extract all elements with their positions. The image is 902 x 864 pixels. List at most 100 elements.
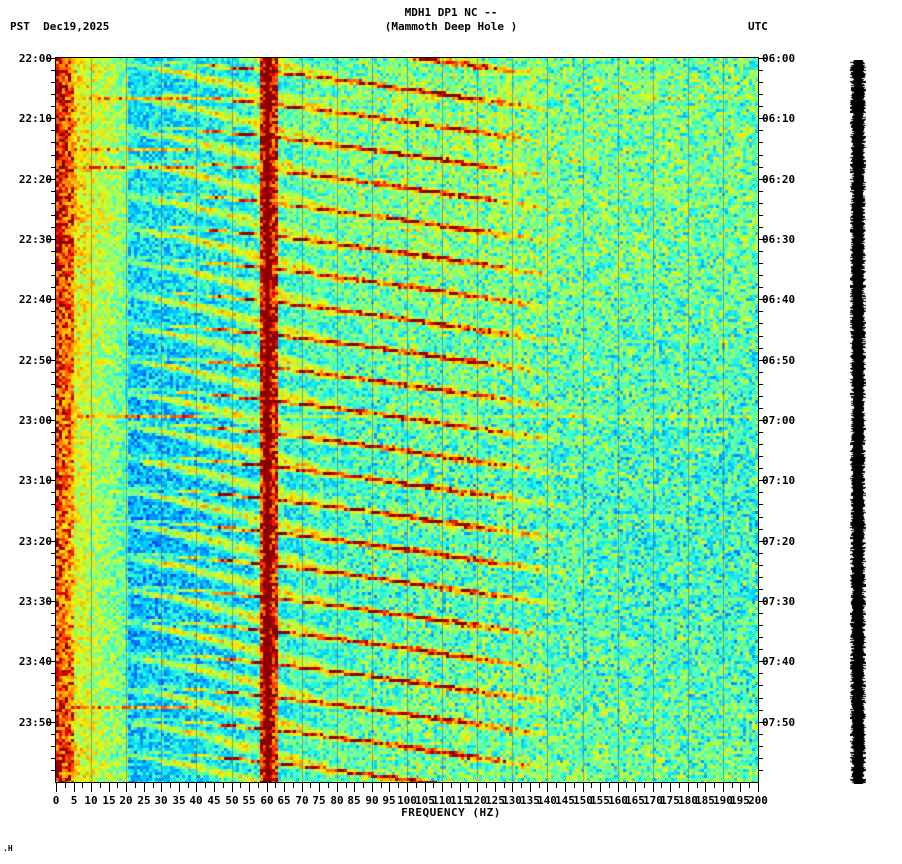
spectrogram-plot-area <box>56 58 758 782</box>
x-axis-major-tick <box>723 783 724 792</box>
y-axis-major-tick <box>758 540 767 542</box>
x-axis-minor-tick <box>346 783 347 788</box>
x-axis-minor-tick <box>749 783 750 788</box>
x-axis-tick-label: 20 <box>119 794 133 807</box>
y-axis-major-tick <box>758 239 767 240</box>
y-axis-left-tick-label: 22:00 <box>18 52 52 65</box>
y-axis-minor-tick <box>758 565 763 566</box>
y-axis-right-tick-label: 06:00 <box>762 52 796 65</box>
x-axis-minor-tick <box>328 783 329 788</box>
x-axis-major-tick <box>214 783 215 792</box>
x-axis-minor-tick <box>82 783 83 788</box>
y-axis-left-tick-label: 22:50 <box>18 353 52 367</box>
y-axis-minor-tick <box>758 517 763 518</box>
y-axis-major-tick <box>47 540 56 542</box>
y-axis-left-tick-label: 23:00 <box>18 414 52 427</box>
x-axis-major-tick <box>196 783 197 792</box>
y-axis-minor-tick <box>758 432 763 433</box>
y-axis-minor-tick <box>758 625 763 626</box>
x-axis-major-tick <box>670 783 671 792</box>
y-axis-minor-tick <box>758 698 763 699</box>
x-axis-major-tick <box>705 783 706 792</box>
x-axis-major-tick <box>319 783 320 792</box>
page-title-location: (Mammoth Deep Hole ) <box>384 20 518 33</box>
y-axis-minor-tick <box>758 336 763 337</box>
y-axis-minor-tick <box>51 70 56 71</box>
y-axis-minor-tick <box>758 746 763 747</box>
y-axis-minor-tick <box>758 504 763 505</box>
x-axis-minor-tick <box>188 783 189 788</box>
x-axis-top-line <box>55 57 759 58</box>
y-axis-right-tick-label: 06:30 <box>762 233 796 246</box>
x-axis-tick-label: 110 <box>432 794 452 807</box>
x-axis-minor-tick <box>609 783 610 788</box>
x-axis-tick-label: 165 <box>625 794 645 807</box>
y-axis-minor-tick <box>51 311 56 312</box>
x-axis-major-tick <box>530 783 531 792</box>
y-axis-minor-tick <box>758 408 763 409</box>
y-axis-minor-tick <box>758 94 763 95</box>
y-axis-minor-tick <box>51 734 56 735</box>
y-axis-minor-tick <box>758 167 763 168</box>
y-axis-major-tick <box>47 239 56 240</box>
x-axis-tick-label: 100 <box>397 794 417 807</box>
y-axis-minor-tick <box>758 553 763 554</box>
x-axis-minor-tick <box>679 783 680 788</box>
y-axis-major-tick <box>47 480 56 482</box>
x-axis-tick-label: 30 <box>154 794 168 807</box>
y-axis-minor-tick <box>51 468 56 469</box>
y-axis-minor-tick <box>758 348 763 349</box>
y-axis-minor-tick <box>758 263 763 264</box>
x-axis-minor-tick <box>539 783 540 788</box>
x-axis-tick-label: 45 <box>207 794 221 807</box>
x-axis-major-tick <box>425 783 426 792</box>
y-axis-minor-tick <box>758 649 763 650</box>
y-axis-major-tick <box>758 178 767 180</box>
y-axis-minor-tick <box>51 517 56 518</box>
y-axis-minor-tick <box>758 710 763 711</box>
y-axis-minor-tick <box>758 468 763 469</box>
x-axis-major-tick <box>354 783 355 792</box>
y-axis-major-tick <box>758 661 767 663</box>
y-axis-major-tick <box>47 601 56 602</box>
y-axis-right-tick-label: 06:50 <box>762 353 796 367</box>
x-axis-minor-tick <box>310 783 311 788</box>
y-axis-minor-tick <box>758 82 763 83</box>
x-axis-minor-tick <box>275 783 276 788</box>
x-axis-major-tick <box>547 783 548 792</box>
x-axis-major-tick <box>267 783 268 792</box>
y-axis-major-tick <box>47 299 56 301</box>
x-axis-major-tick <box>600 783 601 792</box>
x-axis-major-tick <box>372 783 373 792</box>
y-axis-major-tick <box>47 721 56 723</box>
y-axis-right-tick-label: 07:40 <box>762 655 796 669</box>
page-title-station: MDH1 DP1 NC -- <box>404 6 498 19</box>
y-axis-minor-tick <box>758 637 763 638</box>
x-axis-tick-label: 40 <box>189 794 203 807</box>
y-axis-major-tick <box>47 58 56 59</box>
y-axis-minor-tick <box>51 444 56 445</box>
y-axis-major-tick <box>758 359 767 361</box>
y-axis-minor-tick <box>51 408 56 409</box>
x-axis-major-tick <box>91 783 92 792</box>
x-axis-minor-tick <box>521 783 522 788</box>
x-axis-major-tick <box>653 783 654 792</box>
x-axis-labels: 0 5 10 15 20 25 30 35 40 45 50 55 60 65 70 75 80 85 90 95 10… <box>0 0 902 807</box>
x-axis-tick-label: 95 <box>382 794 396 807</box>
y-axis-minor-tick <box>51 82 56 83</box>
y-axis-minor-tick <box>758 142 763 143</box>
x-axis-tick-label: 130 <box>502 794 522 807</box>
y-axis-minor-tick <box>758 191 763 192</box>
y-axis-left-tick-label: 23:40 <box>18 655 52 669</box>
x-axis-minor-tick <box>714 783 715 788</box>
y-axis-minor-tick <box>51 492 56 493</box>
y-axis-minor-tick <box>758 155 763 156</box>
y-axis-major-tick <box>47 661 56 663</box>
x-axis-minor-tick <box>591 783 592 788</box>
y-axis-minor-tick <box>758 311 763 312</box>
x-axis-minor-tick <box>416 783 417 788</box>
x-axis-major-tick <box>688 783 689 792</box>
x-axis-tick-label: 65 <box>277 794 291 807</box>
x-axis-minor-tick <box>574 783 575 788</box>
x-axis-tick-label: 115 <box>450 794 470 807</box>
